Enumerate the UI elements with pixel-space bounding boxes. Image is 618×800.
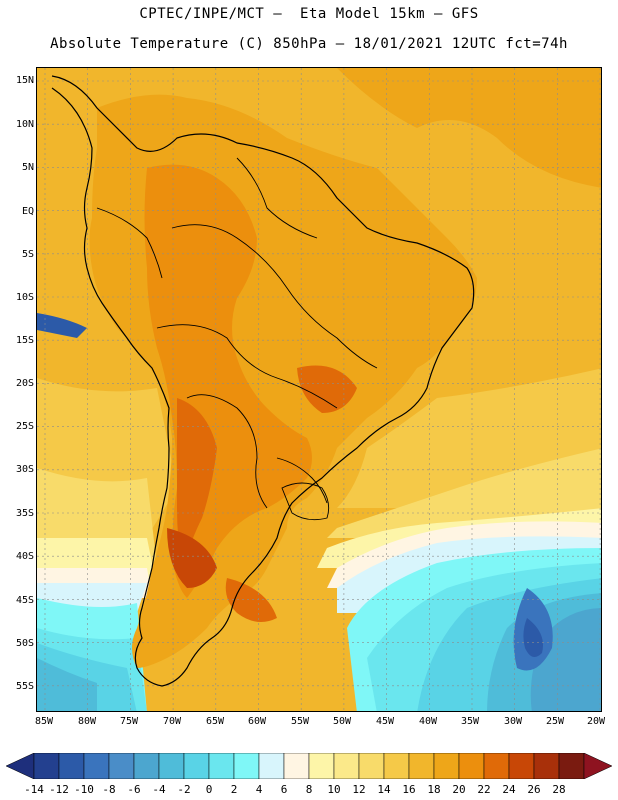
colorbar-swatch [208, 753, 235, 779]
colorbar-swatch [358, 753, 385, 779]
temperature-map [36, 67, 602, 712]
colorbar-label: -10 [74, 783, 94, 796]
colorbar-swatch [183, 753, 210, 779]
lat-label: 20S [15, 378, 34, 389]
lon-label: 45W [375, 716, 395, 727]
lon-label: 50W [332, 716, 352, 727]
colorbar-swatch [408, 753, 435, 779]
colorbar-label: 4 [255, 783, 263, 796]
colorbar-swatch [158, 753, 185, 779]
field-patagonia-peak [167, 528, 217, 588]
lat-label: 10S [15, 292, 34, 303]
lon-label: 60W [247, 716, 267, 727]
border-uruguay [281, 482, 330, 521]
colorbar-swatch [33, 753, 60, 779]
colorbar-swatch [383, 753, 410, 779]
lon-label: 35W [460, 716, 480, 727]
colorbar-label: 0 [205, 783, 213, 796]
colorbar-label: 8 [305, 783, 313, 796]
field-atlantic-navy [523, 618, 543, 657]
border-line-4 [276, 457, 328, 504]
field-minas-hottest [297, 365, 357, 413]
lon-label: 55W [290, 716, 310, 727]
colorbar-swatch [58, 753, 85, 779]
field-south-pacific-blue [37, 658, 97, 711]
colorbar-label: -6 [127, 783, 141, 796]
colorbar-label: 10 [327, 783, 341, 796]
map-canvas [37, 68, 601, 711]
lon-label: 85W [34, 716, 54, 727]
colorbar-swatch [233, 753, 260, 779]
lat-label: 55S [15, 681, 34, 692]
colorbar-label: 16 [402, 783, 416, 796]
colorbar-swatch [508, 753, 535, 779]
border-line-5 [96, 207, 163, 279]
lat-label: 5S [21, 249, 34, 260]
colorbar [6, 753, 612, 779]
colorbar-swatch [308, 753, 335, 779]
colorbar-swatch [458, 753, 485, 779]
lon-label: 40W [418, 716, 438, 727]
border-line-3 [186, 394, 268, 509]
border-line-6 [236, 157, 318, 239]
lon-label: 30W [503, 716, 523, 727]
lon-label: 75W [119, 716, 139, 727]
lon-label: 80W [77, 716, 97, 727]
colorbar-label: 20 [452, 783, 466, 796]
lon-label: 20W [586, 716, 606, 727]
colorbar-under-arrow [6, 753, 35, 779]
colorbar-label: 6 [280, 783, 288, 796]
colorbar-swatch [283, 753, 310, 779]
lat-label: EQ [21, 206, 34, 217]
lat-label: 15N [15, 75, 34, 86]
colorbar-label: 28 [552, 783, 566, 796]
lat-label: 25S [15, 421, 34, 432]
colorbar-label: -14 [24, 783, 44, 796]
lat-label: 30S [15, 464, 34, 475]
colorbar-swatch [83, 753, 110, 779]
colorbar-label: -4 [152, 783, 166, 796]
lat-label: 15S [15, 335, 34, 346]
lat-label: 10N [15, 119, 34, 130]
border-line-2 [156, 324, 338, 409]
colorbar-label: -2 [177, 783, 191, 796]
colorbar-label: 22 [477, 783, 491, 796]
colorbar-swatch [433, 753, 460, 779]
field-andes-hottest [177, 398, 217, 568]
colorbar-swatch [333, 753, 360, 779]
coastline [51, 75, 475, 687]
field-pacific-cool-patch [37, 313, 87, 338]
lat-label: 40S [15, 551, 34, 562]
colorbar-swatch [558, 753, 585, 779]
colorbar-label: 2 [230, 783, 238, 796]
colorbar-label: -12 [49, 783, 69, 796]
colorbar-label: 14 [377, 783, 391, 796]
colorbar-swatch [533, 753, 560, 779]
field-warm-atlantic [337, 68, 601, 188]
colorbar-label: 18 [427, 783, 441, 796]
lat-label: 5N [21, 162, 34, 173]
colorbar-swatch [258, 753, 285, 779]
colorbar-label: 24 [502, 783, 516, 796]
map-title: CPTEC/INPE/MCT – Eta Model 15km – GFS [139, 6, 479, 22]
lon-label: 70W [162, 716, 182, 727]
colorbar-label: 12 [352, 783, 366, 796]
graticule [37, 68, 601, 711]
lat-label: 35S [15, 508, 34, 519]
field-patagonia-hottest [225, 578, 277, 622]
colorbar-swatch [133, 753, 160, 779]
border-line-1 [171, 224, 378, 369]
lon-label: 25W [545, 716, 565, 727]
colorbar-over-arrow [583, 753, 612, 779]
lon-label: 65W [205, 716, 225, 727]
colorbar-label: -8 [102, 783, 116, 796]
colorbar-swatch [108, 753, 135, 779]
map-subtitle: Absolute Temperature (C) 850hPa – 18/01/… [50, 36, 568, 52]
colorbar-label: 26 [527, 783, 541, 796]
lat-label: 45S [15, 595, 34, 606]
colorbar-swatch [483, 753, 510, 779]
lat-label: 50S [15, 638, 34, 649]
